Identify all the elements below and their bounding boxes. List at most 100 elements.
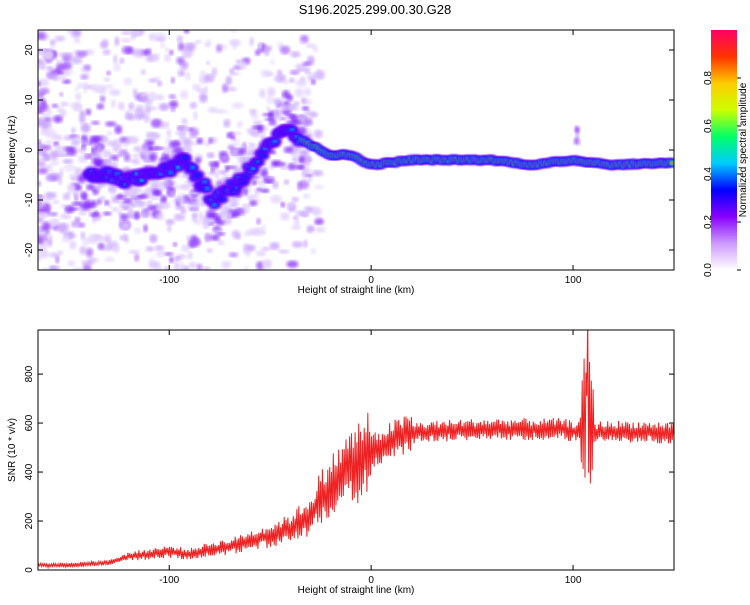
spectrogram-noise-cell (251, 125, 263, 130)
spectrogram-noise-cell (150, 118, 163, 128)
spectrogram-noise-cell (83, 80, 89, 88)
spectrogram-noise-cell (266, 106, 271, 112)
spectrogram-noise-cell (111, 207, 119, 212)
spectrogram-noise-cell (272, 181, 279, 189)
spectrogram-noise-cell (270, 242, 279, 250)
spectrogram-noise-cell (48, 212, 58, 217)
spectrogram-noise-cell (241, 203, 251, 209)
snr-y-label: SNR (10 * v/v) (7, 418, 18, 482)
spectrogram-noise-cell (166, 129, 172, 137)
spectrogram-noise-cell (133, 146, 141, 152)
spectrogram-noise-cell (113, 63, 122, 72)
spectrogram-noise-cell (281, 109, 292, 116)
spectrogram-noise-cell (51, 150, 58, 161)
spectrogram-noise-cell (163, 251, 174, 257)
snr-x-tick-label: -100 (159, 575, 179, 586)
spectrogram-noise-cell (76, 82, 85, 89)
spectrogram-noise-cell (61, 62, 72, 70)
spectrogram-noise-cell (311, 79, 316, 85)
spectrogram-noise-cell (189, 101, 198, 109)
spectrogram-noise-cell (83, 86, 88, 94)
spectrogram-noise-cell (242, 187, 248, 196)
snr-y-tick-label: 800 (24, 365, 35, 382)
spectrogram-noise-cell (112, 245, 120, 253)
spectrogram-noise-cell (283, 146, 294, 154)
colorbar-label: Normalized spectral amplitude (738, 82, 749, 217)
spectrogram-noise-cell (211, 67, 218, 77)
spectrogram-noise-cell (120, 221, 131, 230)
spectrogram-ridge-cell (211, 202, 218, 207)
spectrogram-noise-cell (170, 107, 176, 113)
spectrogram-noise-cell (130, 190, 139, 200)
spectrogram-y-tick-label: 0 (24, 147, 35, 153)
spectrogram-noise-cell (85, 247, 94, 258)
spectrogram-noise-cell (185, 71, 191, 81)
spectrogram-noise-cell (297, 115, 308, 123)
snr-x-tick-label: 0 (368, 575, 374, 586)
spectrogram-ridge-cell (180, 155, 190, 162)
spectrogram-noise-cell (313, 129, 323, 139)
spectrogram-noise-cell (204, 233, 212, 243)
spectrogram-noise-cell (104, 234, 112, 244)
spectrogram-noise-cell (45, 140, 52, 146)
spectrogram-noise-cell (249, 108, 257, 116)
spectrogram-noise-cell (170, 76, 176, 84)
spectrogram-noise-cell (228, 252, 239, 258)
spectrogram-noise-cell (227, 213, 232, 219)
spectrogram-y-ticks: -20 -10 0 10 20 (24, 44, 674, 257)
snr-series-line (38, 330, 674, 570)
spectrogram-noise-cell (107, 184, 117, 194)
spectrogram-noise-cell (80, 122, 91, 133)
spectrogram-noise-cell (49, 39, 57, 45)
spectrogram-noise-cell (123, 77, 132, 86)
spectrogram-noise-cell (69, 240, 77, 250)
spectrogram-noise-cell (202, 266, 211, 270)
spectrogram-noise-cell (144, 104, 151, 115)
spectrogram-noise-cell (50, 159, 60, 166)
spectrogram-noise-cell (187, 42, 197, 51)
spectrogram-ridge-cell (202, 180, 208, 184)
spectrogram-y-tick-label: -10 (24, 192, 35, 207)
spectrogram-noise-cell (51, 103, 59, 108)
spectrogram-noise-cell (306, 156, 312, 162)
spectrogram-ridge-cell (176, 166, 180, 169)
spectrogram-noise-cell (154, 132, 161, 139)
spectrogram-noise-cell (259, 88, 266, 99)
spectrogram-noise-cell (62, 79, 72, 84)
spectrogram-noise-cell (272, 77, 280, 82)
spectrogram-noise-cell (105, 121, 117, 127)
spectrogram-noise-cell (91, 84, 100, 93)
spectrogram-noise-cell (291, 196, 299, 203)
spectrogram-noise-cell (278, 249, 290, 254)
spectrogram-noise-cell (311, 206, 322, 217)
spectrogram-noise-cell (232, 209, 241, 218)
spectrogram-noise-cell (104, 200, 109, 206)
spectrogram-noise-cell (183, 144, 192, 150)
spectrogram-noise-cell (117, 210, 122, 216)
spectrogram-noise-cell (293, 101, 300, 106)
spectrogram-noise-cell (158, 103, 170, 111)
spectrogram-noise-cell (176, 262, 186, 270)
snr-y-tick-label: 200 (24, 512, 35, 529)
spectrogram-noise-cell (148, 144, 161, 148)
spectrogram-noise-cell (263, 71, 274, 77)
spectrogram-y-tick-label: -20 (24, 242, 35, 257)
spectrogram-noise-cell (154, 264, 163, 270)
spectrogram-noise-cell (38, 31, 45, 40)
spectrogram-noise-cell (86, 184, 95, 191)
spectrogram-noise-cell (38, 88, 50, 94)
spectrogram-noise-cell (134, 253, 140, 262)
spectrogram-noise-cell (119, 213, 129, 221)
spectrogram-noise-cell (304, 87, 311, 97)
spectrogram-noise-cell (176, 35, 184, 43)
spectrogram-x-tick-label: 0 (368, 275, 374, 286)
spectrogram-noise-cell (79, 110, 86, 117)
spectrogram-noise-cell (311, 169, 324, 177)
spectrogram-noise-cell (289, 77, 295, 83)
spectrogram-noise-cell (145, 246, 155, 252)
snr-x-tick-label: 100 (565, 575, 582, 586)
spectrogram-noise-cell (83, 153, 90, 158)
spectrogram-ridge-cell (234, 186, 238, 189)
spectrogram-noise-cell (67, 260, 75, 267)
